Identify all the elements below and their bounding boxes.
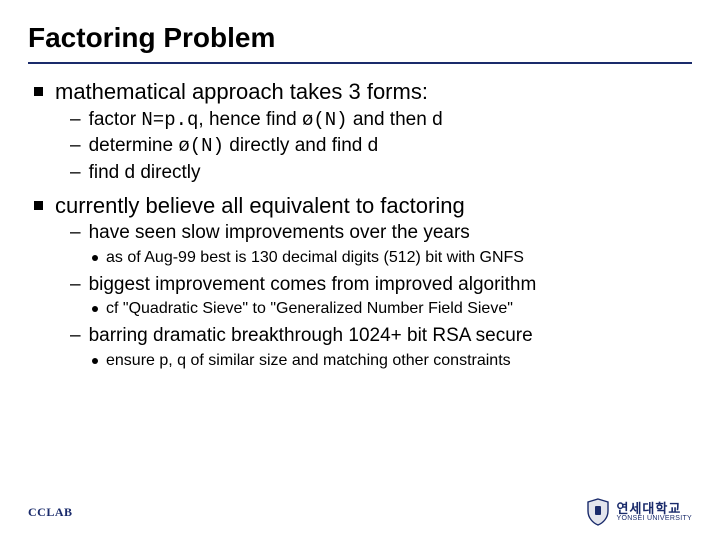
footer-lab-label: CCLAB <box>28 505 73 520</box>
slide-body: mathematical approach takes 3 forms: – f… <box>28 78 692 372</box>
bullet-level2: – have seen slow improvements over the y… <box>70 221 692 246</box>
bullet-level1: mathematical approach takes 3 forms: <box>34 78 692 106</box>
bullet-level2: – determine ø(N) directly and find d <box>70 134 692 159</box>
bullet-text: mathematical approach takes 3 forms: <box>55 78 428 106</box>
text-fragment: , hence find <box>198 109 302 130</box>
bullet-level3: as of Aug-99 best is 130 decimal digits … <box>92 248 692 269</box>
title-divider <box>28 62 692 64</box>
bullet-text: ensure p, q of similar size and matching… <box>106 351 511 372</box>
code-fragment: N=p.q <box>141 109 198 131</box>
bullet-level2: – biggest improvement comes from improve… <box>70 273 692 298</box>
square-bullet-icon <box>34 87 43 96</box>
bullet-text: currently believe all equivalent to fact… <box>55 192 465 220</box>
logo-english: YONSEI UNIVERSITY <box>616 515 692 522</box>
square-bullet-icon <box>34 201 43 210</box>
bullet-text: as of Aug-99 best is 130 decimal digits … <box>106 248 524 269</box>
text-fragment: directly and find d <box>224 135 378 156</box>
shield-icon <box>586 498 610 526</box>
slide-footer: CCLAB 연세대학교 YONSEI UNIVERSITY <box>0 498 720 526</box>
bullet-level2: – factor N=p.q, hence find ø(N) and then… <box>70 108 692 133</box>
bullet-text: biggest improvement comes from improved … <box>89 273 537 298</box>
dash-bullet-icon: – <box>70 221 81 246</box>
code-fragment: ø(N) <box>302 109 348 131</box>
footer-university-logo: 연세대학교 YONSEI UNIVERSITY <box>586 498 692 526</box>
dot-bullet-icon <box>92 358 98 364</box>
bullet-level3: cf "Quadratic Sieve" to "Generalized Num… <box>92 299 692 320</box>
bullet-level2: – barring dramatic breakthrough 1024+ bi… <box>70 324 692 349</box>
bullet-text: have seen slow improvements over the yea… <box>89 221 470 246</box>
bullet-level1: currently believe all equivalent to fact… <box>34 192 692 220</box>
text-fragment: factor <box>89 109 142 130</box>
text-fragment: determine <box>89 135 179 156</box>
bullet-text: find d directly <box>89 161 201 186</box>
logo-korean: 연세대학교 <box>616 502 692 516</box>
slide-title: Factoring Problem <box>28 22 692 60</box>
bullet-level2: – find d directly <box>70 161 692 186</box>
bullet-text: barring dramatic breakthrough 1024+ bit … <box>89 324 533 349</box>
dash-bullet-icon: – <box>70 161 81 186</box>
bullet-text: factor N=p.q, hence find ø(N) and then d <box>89 108 443 133</box>
dash-bullet-icon: – <box>70 134 81 159</box>
dot-bullet-icon <box>92 306 98 312</box>
code-fragment: ø(N) <box>178 135 224 157</box>
bullet-level3: ensure p, q of similar size and matching… <box>92 351 692 372</box>
slide: Factoring Problem mathematical approach … <box>0 0 720 540</box>
text-fragment: and then d <box>348 109 443 130</box>
dash-bullet-icon: – <box>70 108 81 133</box>
dot-bullet-icon <box>92 255 98 261</box>
logo-text-block: 연세대학교 YONSEI UNIVERSITY <box>616 502 692 523</box>
dash-bullet-icon: – <box>70 273 81 298</box>
bullet-text: determine ø(N) directly and find d <box>89 134 379 159</box>
dash-bullet-icon: – <box>70 324 81 349</box>
bullet-text: cf "Quadratic Sieve" to "Generalized Num… <box>106 299 513 320</box>
